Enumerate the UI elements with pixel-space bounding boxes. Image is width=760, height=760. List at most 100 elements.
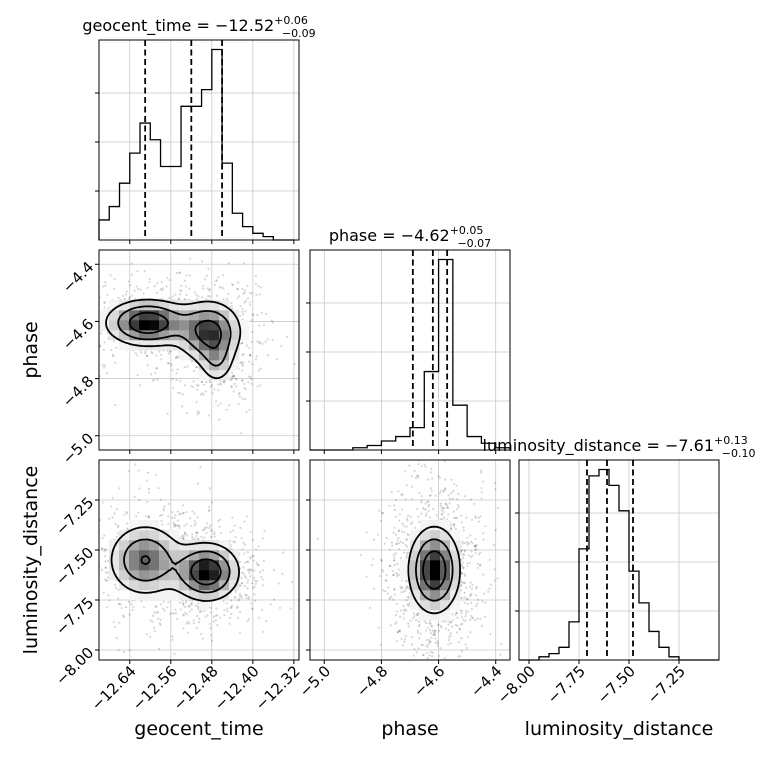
density-cell xyxy=(159,320,170,331)
scatter-point xyxy=(230,375,233,378)
scatter-point xyxy=(133,289,136,292)
scatter-point xyxy=(178,391,181,395)
scatter-point xyxy=(137,469,140,472)
scatter-point xyxy=(381,570,384,573)
scatter-point xyxy=(136,270,139,273)
scatter-point xyxy=(173,524,177,527)
scatter-point xyxy=(204,615,207,618)
scatter-point xyxy=(448,636,451,639)
scatter-point xyxy=(410,485,413,488)
scatter-point xyxy=(246,587,249,590)
scatter-point xyxy=(241,379,244,382)
density-cell xyxy=(99,320,110,331)
density-cell xyxy=(159,330,170,341)
density-cell xyxy=(239,330,250,341)
scatter-point xyxy=(434,637,437,640)
scatter-point xyxy=(259,367,262,370)
scatter-point xyxy=(114,361,117,364)
scatter-point xyxy=(429,494,432,497)
scatter-point xyxy=(210,606,213,610)
scatter-point xyxy=(102,366,106,369)
density-cell xyxy=(410,570,421,581)
scatter-point xyxy=(128,649,131,652)
scatter-point xyxy=(200,381,203,384)
scatter-point xyxy=(257,616,261,619)
x-axis-label-phase: phase xyxy=(381,718,438,740)
scatter-point xyxy=(181,504,185,507)
scatter-point xyxy=(443,620,447,623)
scatter-point xyxy=(128,613,131,616)
density-cell xyxy=(99,310,110,321)
scatter-point xyxy=(493,482,496,485)
density-cell xyxy=(410,560,421,571)
scatter-point xyxy=(430,467,433,470)
panel-frame xyxy=(309,249,511,451)
scatter-point xyxy=(393,556,396,559)
scatter-point xyxy=(195,626,198,629)
scatter-point xyxy=(253,569,256,572)
scatter-point xyxy=(451,619,454,622)
scatter-point xyxy=(409,619,412,622)
scatter-point xyxy=(242,292,245,295)
scatter-point xyxy=(52,327,54,329)
scatter-point xyxy=(177,297,181,300)
scatter-point xyxy=(371,563,374,567)
scatter-point xyxy=(417,625,420,628)
panel-title-phase: phase = −4.62+0.05 −0.07 xyxy=(329,224,491,250)
scatter-point xyxy=(123,297,127,300)
scatter-point xyxy=(400,530,404,533)
scatter-point xyxy=(193,512,196,515)
scatter-point xyxy=(411,498,414,501)
scatter-point xyxy=(176,391,180,394)
scatter-point xyxy=(99,332,103,335)
density-cell xyxy=(149,540,160,551)
scatter-point xyxy=(404,498,407,501)
scatter-point xyxy=(434,630,437,634)
scatter-point xyxy=(469,555,472,559)
scatter-point xyxy=(106,293,109,297)
contour-level-1 xyxy=(123,538,231,594)
scatter-point xyxy=(244,387,247,391)
scatter-point xyxy=(107,594,110,597)
scatter-point xyxy=(243,520,246,523)
scatter-point xyxy=(217,519,220,522)
scatter-point xyxy=(193,291,197,294)
scatter-point xyxy=(412,654,415,657)
scatter-point xyxy=(434,629,437,632)
scatter-point xyxy=(205,274,208,277)
scatter-point xyxy=(128,284,132,287)
density-cell xyxy=(149,300,160,311)
scatter-point xyxy=(120,606,123,610)
scatter-point xyxy=(222,274,225,277)
scatter-point xyxy=(443,656,446,660)
scatter-point xyxy=(439,518,442,521)
scatter-point xyxy=(183,531,187,534)
scatter-point xyxy=(380,559,384,562)
scatter-point xyxy=(137,287,140,291)
scatter-point xyxy=(460,649,464,653)
scatter-point xyxy=(373,538,376,541)
scatter-point xyxy=(463,549,467,552)
scatter-point xyxy=(243,543,247,546)
scatter-point xyxy=(237,616,240,620)
scatter-point xyxy=(282,551,285,554)
density-cell xyxy=(400,570,411,581)
density-cell xyxy=(440,610,451,621)
scatter-point xyxy=(443,516,446,519)
density-cell xyxy=(440,600,451,611)
scatter-point xyxy=(198,617,201,620)
scatter-point xyxy=(115,535,118,539)
scatter-point xyxy=(244,593,247,597)
scatter-point xyxy=(244,299,248,302)
scatter-point xyxy=(383,542,386,545)
scatter-point xyxy=(406,519,409,522)
density-cell xyxy=(179,320,190,331)
density-cell xyxy=(420,580,431,591)
scatter-point xyxy=(184,601,188,604)
scatter-point xyxy=(475,604,478,608)
scatter-point xyxy=(425,629,428,632)
scatter-point xyxy=(429,622,432,625)
scatter-point xyxy=(102,348,106,351)
scatter-point xyxy=(219,382,222,385)
scatter-point xyxy=(239,361,242,365)
